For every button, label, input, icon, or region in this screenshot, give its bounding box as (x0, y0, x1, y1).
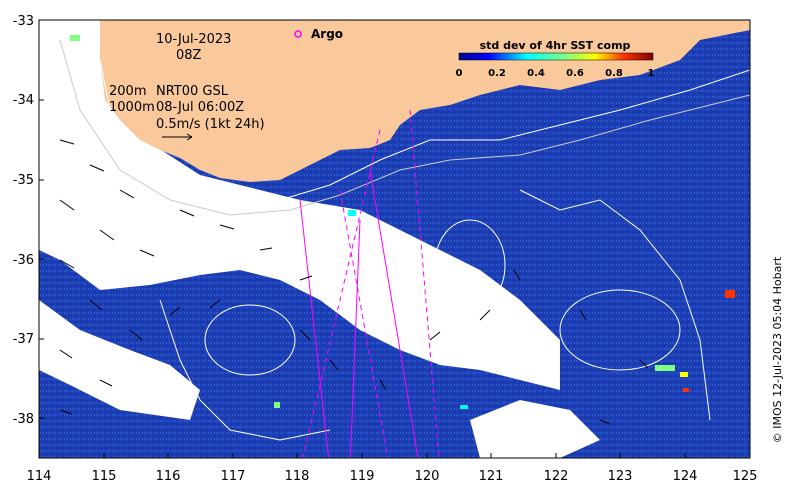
land-mass (100, 20, 750, 182)
eddy-contours (159, 189, 711, 441)
lat-tick-label: -36 (13, 253, 34, 268)
cloud-patch-se (470, 400, 600, 458)
credit-label: © IMOS 12-Jul-2023 05:04 Hobart (771, 256, 784, 443)
argo-label: Argo (311, 27, 343, 41)
lon-tick-label: 120 (415, 469, 440, 484)
plot-frame (38, 19, 751, 459)
lat-tick-label: -34 (13, 93, 34, 108)
hour-label: 08Z (176, 48, 202, 63)
depth-200-label: 200m (109, 84, 146, 99)
cloud-patch-west (39, 20, 100, 110)
colorbar-tick-3: 0.6 (566, 68, 584, 79)
contour-200m (99, 59, 750, 201)
info-labels: 10-Jul-2023 08Z 200m NRT00 GSL 1000m 08-… (109, 32, 265, 132)
lon-tick-label: 118 (285, 469, 310, 484)
contour-1000m (59, 39, 750, 216)
depth-1000-label: 1000m (109, 100, 155, 115)
product-label: NRT00 GSL (156, 84, 229, 99)
colorbar-tick-1: 0.2 (488, 68, 506, 79)
colorbar-tick-0: 0 (456, 68, 463, 79)
lat-tick-label: -38 (13, 412, 34, 427)
lon-axis: 114 115 116 117 118 119 120 121 122 123 … (27, 453, 758, 484)
colorbar: std dev of 4hr SST comp 0 0.2 0.4 0.6 0.… (456, 39, 655, 79)
lon-tick-label: 116 (156, 469, 181, 484)
argo-tracks (299, 109, 440, 458)
lon-tick-label: 122 (544, 469, 569, 484)
lon-tick-label: 123 (608, 469, 633, 484)
colorbar-tick-5: 1 (648, 68, 655, 79)
lat-tick-label: -33 (13, 14, 34, 29)
scale-arrow (162, 133, 193, 141)
colorbar-title: std dev of 4hr SST comp (480, 39, 631, 52)
lon-tick-label: 124 (673, 469, 698, 484)
product-time-label: 08-Jul 06:00Z (156, 100, 244, 115)
high-variance-pixels (70, 35, 735, 409)
colorbar-tick-4: 0.8 (605, 68, 623, 79)
lon-tick-label: 114 (27, 469, 52, 484)
lon-tick-label: 117 (221, 469, 246, 484)
lat-tick-label: -37 (13, 332, 34, 347)
lon-tick-label: 125 (733, 469, 758, 484)
lon-tick-label: 121 (479, 469, 504, 484)
lat-tick-label: -35 (13, 173, 34, 188)
colorbar-ramp (458, 52, 654, 61)
cloud-band-upper (39, 20, 560, 390)
argo-legend: Argo (294, 27, 343, 41)
lat-axis: -33 -34 -35 -36 -37 -38 (13, 14, 44, 427)
date-label: 10-Jul-2023 (156, 32, 231, 47)
cloud-band-lower (39, 300, 200, 420)
plot-area (39, 20, 750, 458)
lon-tick-label: 119 (350, 469, 375, 484)
argo-marker-icon (294, 30, 302, 38)
scale-label: 0.5m/s (1kt 24h) (156, 117, 265, 132)
lon-tick-label: 115 (92, 469, 117, 484)
colorbar-tick-2: 0.4 (527, 68, 545, 79)
current-vectors (59, 139, 649, 425)
